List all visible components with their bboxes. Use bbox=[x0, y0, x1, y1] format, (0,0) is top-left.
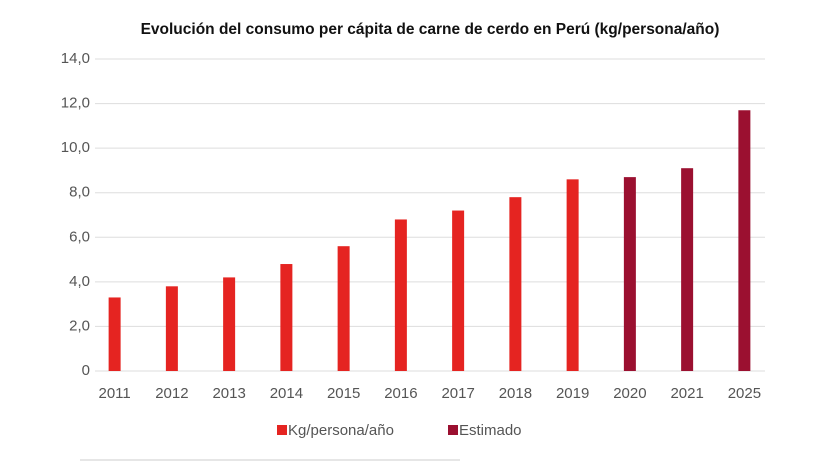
y-tick-label: 10,0 bbox=[61, 139, 90, 156]
x-tick-label: 2017 bbox=[441, 385, 474, 402]
x-tick-label: 2018 bbox=[499, 385, 532, 402]
bar bbox=[108, 297, 121, 371]
legend-label: Kg/persona/año bbox=[288, 422, 394, 439]
x-tick-label: 2021 bbox=[670, 385, 703, 402]
x-tick-label: 2016 bbox=[384, 385, 417, 402]
y-tick-label: 2,0 bbox=[69, 317, 90, 334]
bar bbox=[223, 277, 236, 371]
x-tick-label: 2011 bbox=[98, 385, 130, 402]
bar bbox=[566, 179, 579, 371]
y-tick-label: 8,0 bbox=[69, 184, 90, 201]
x-tick-label: 2025 bbox=[728, 385, 761, 402]
bar bbox=[394, 219, 407, 371]
bar bbox=[337, 246, 350, 371]
legend-swatch bbox=[277, 425, 287, 435]
y-tick-label: 14,0 bbox=[61, 50, 90, 67]
legend-label: Estimado bbox=[459, 422, 522, 439]
legend-swatch bbox=[448, 425, 458, 435]
bar bbox=[509, 197, 522, 371]
x-tick-label: 2012 bbox=[155, 385, 188, 402]
x-tick-label: 2020 bbox=[613, 385, 646, 402]
x-tick-label: 2014 bbox=[270, 385, 303, 402]
bar bbox=[280, 264, 293, 371]
bar bbox=[738, 110, 751, 371]
x-tick-label: 2015 bbox=[327, 385, 360, 402]
bar bbox=[452, 210, 465, 371]
y-tick-label: 4,0 bbox=[69, 273, 90, 290]
chart-title: Evolución del consumo per cápita de carn… bbox=[141, 21, 720, 38]
bar bbox=[623, 177, 636, 371]
y-tick-label: 6,0 bbox=[69, 228, 90, 245]
bar bbox=[681, 168, 694, 371]
x-tick-label: 2019 bbox=[556, 385, 589, 402]
y-tick-label: 0 bbox=[82, 362, 90, 379]
y-tick-label: 12,0 bbox=[61, 95, 90, 112]
bar bbox=[165, 286, 178, 371]
x-tick-label: 2013 bbox=[212, 385, 245, 402]
